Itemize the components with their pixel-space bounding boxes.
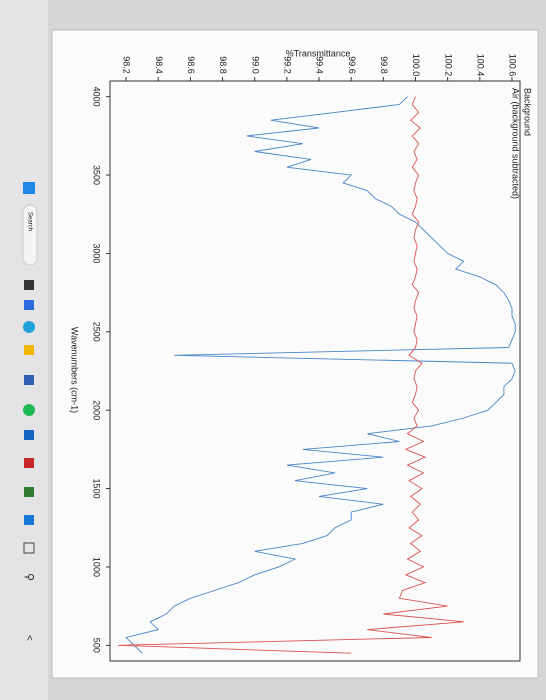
plot-frame bbox=[109, 80, 521, 662]
x-tick-label: 1500 bbox=[92, 479, 102, 499]
y-tick-label: 98.4 bbox=[154, 56, 164, 74]
x-tick-label: 500 bbox=[92, 638, 102, 653]
search-box[interactable] bbox=[22, 204, 38, 266]
app-icon[interactable] bbox=[24, 458, 34, 468]
y-axis-title: %Transmittance bbox=[286, 48, 351, 58]
app-icon[interactable] bbox=[23, 542, 35, 554]
y-tick-label: 99.2 bbox=[282, 56, 292, 74]
start-button[interactable] bbox=[23, 182, 35, 194]
x-tick-label: 3500 bbox=[92, 165, 102, 185]
x-axis-title: Wavenumbers (cm-1) bbox=[70, 327, 80, 413]
x-tick-label: 2500 bbox=[92, 322, 102, 342]
chart-window bbox=[51, 29, 539, 679]
y-tick-label: 100.4 bbox=[475, 54, 485, 77]
line-series bbox=[125, 96, 516, 654]
app-icon[interactable] bbox=[24, 300, 34, 310]
app-icon[interactable] bbox=[24, 515, 34, 525]
app-icon[interactable] bbox=[24, 487, 34, 497]
ui-icon[interactable]: < bbox=[23, 635, 34, 641]
y-tick-label: 100.0 bbox=[411, 54, 421, 77]
y-tick-label: 99.6 bbox=[347, 56, 357, 74]
app-icon[interactable] bbox=[24, 375, 34, 385]
search-text: Search bbox=[26, 212, 32, 231]
app-icon[interactable] bbox=[24, 430, 34, 440]
y-tick-label: 98.6 bbox=[186, 56, 196, 74]
app-icon[interactable] bbox=[24, 345, 34, 355]
y-tick-label: 98.8 bbox=[218, 56, 228, 74]
app-icon[interactable] bbox=[23, 404, 35, 416]
x-tick-label: 1000 bbox=[92, 557, 102, 577]
y-tick-label: 100.6 bbox=[508, 54, 518, 77]
line-series bbox=[117, 96, 464, 654]
y-tick-label: 99.4 bbox=[315, 56, 325, 74]
app-icon[interactable] bbox=[23, 321, 35, 333]
y-tick-label: 99.0 bbox=[250, 56, 260, 74]
legend-entry: Background bbox=[523, 88, 533, 136]
y-tick-label: 100.2 bbox=[443, 54, 453, 77]
y-tick-label: 99.8 bbox=[379, 56, 389, 74]
x-tick-label: 4000 bbox=[92, 87, 102, 107]
x-tick-label: 2000 bbox=[92, 400, 102, 420]
ui-icon[interactable]: ⚲ bbox=[23, 573, 35, 581]
y-tick-label: 98.2 bbox=[122, 56, 132, 74]
app-icon[interactable] bbox=[24, 280, 34, 290]
legend-entry: Air (background subtracted) bbox=[511, 88, 521, 199]
x-tick-label: 3000 bbox=[92, 243, 102, 263]
